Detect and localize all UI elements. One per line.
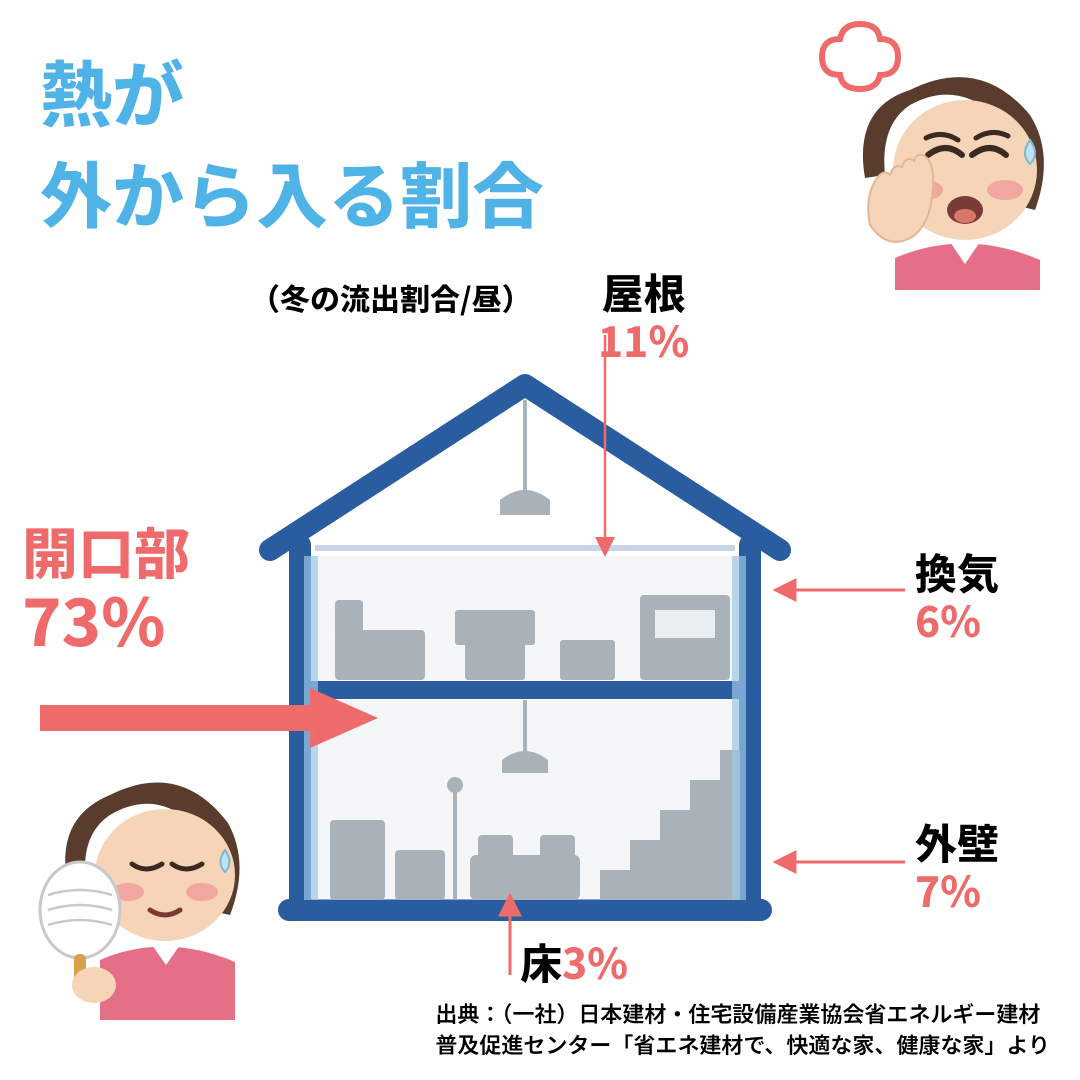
source-citation: 出典：（一社）日本建材・住宅設備産業協会省エネルギー建材 普及促進センター「省エ… xyxy=(435,998,1050,1060)
label-openings: 開口部 73% xyxy=(22,520,190,654)
person-fan-icon xyxy=(20,760,270,1020)
label-roof-pct: 11% xyxy=(598,316,689,364)
person-hot-icon xyxy=(800,20,1060,290)
arrow-openings xyxy=(40,688,378,748)
label-wall-pct: 7% xyxy=(915,866,999,914)
label-floor-pct: 3% xyxy=(562,931,628,992)
label-wall: 外壁 7% xyxy=(915,818,999,915)
source-line2: 普及促進センター「省エネ建材で、快適な家、健康な家」より xyxy=(435,1028,1050,1060)
house-diagram xyxy=(270,385,780,910)
label-ventilation: 換気 6% xyxy=(915,548,999,645)
source-line1: 出典：（一社）日本建材・住宅設備産業協会省エネルギー建材 xyxy=(435,997,1040,1029)
label-ventilation-pct: 6% xyxy=(915,596,999,644)
label-openings-pct: 73% xyxy=(22,582,190,655)
label-roof: 屋根 11% xyxy=(598,268,689,365)
label-floor-name: 床 xyxy=(520,931,562,992)
label-floor: 床3% xyxy=(520,938,628,986)
house-window-right xyxy=(732,556,746,900)
lamp-upper-icon xyxy=(500,400,550,515)
